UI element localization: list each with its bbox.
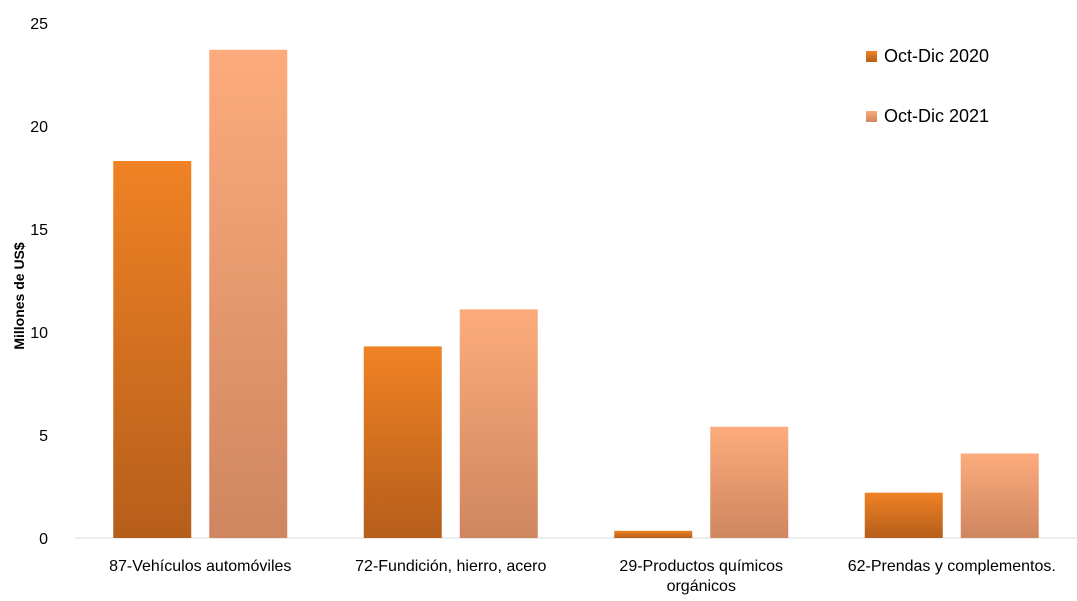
legend-label: Oct-Dic 2020 xyxy=(884,46,989,66)
y-tick-label: 20 xyxy=(30,119,48,136)
bar-2021-cat-3 xyxy=(710,426,789,538)
y-tick-label: 15 xyxy=(30,222,48,239)
bars xyxy=(113,49,1039,538)
bar-2020-cat-4 xyxy=(864,492,943,538)
bar-2020-cat-2 xyxy=(363,346,442,538)
bar-2021-cat-1 xyxy=(209,49,288,538)
bar-2021-cat-4 xyxy=(960,453,1039,538)
x-tick-label: 72-Fundición, hierro, acero xyxy=(355,558,546,575)
bar-2020-cat-1 xyxy=(113,161,192,538)
x-tick-label: 29-Productos químicos orgánicos xyxy=(619,558,783,595)
legend-swatch xyxy=(866,111,877,122)
bar-2021-cat-2 xyxy=(459,309,538,538)
axes: 0 5 10 15 20 25 87-Vehículos automóviles 72-Fun… xyxy=(30,16,1077,595)
legend-swatch xyxy=(866,51,877,62)
x-tick-label: 87-Vehículos automóviles xyxy=(109,558,291,575)
y-axis-title: Millones de US$ xyxy=(11,242,27,350)
legend-label: Oct-Dic 2021 xyxy=(884,106,989,126)
y-tick-label: 10 xyxy=(30,325,48,342)
bar-2020-cat-3 xyxy=(614,530,693,538)
y-tick-label: 0 xyxy=(39,531,48,548)
y-tick-label: 25 xyxy=(30,16,48,33)
y-tick-label: 5 xyxy=(39,428,48,445)
x-tick-label: 62-Prendas y complementos. xyxy=(848,558,1056,575)
legend: Oct-Dic 2020 Oct-Dic 2021 xyxy=(866,46,989,126)
